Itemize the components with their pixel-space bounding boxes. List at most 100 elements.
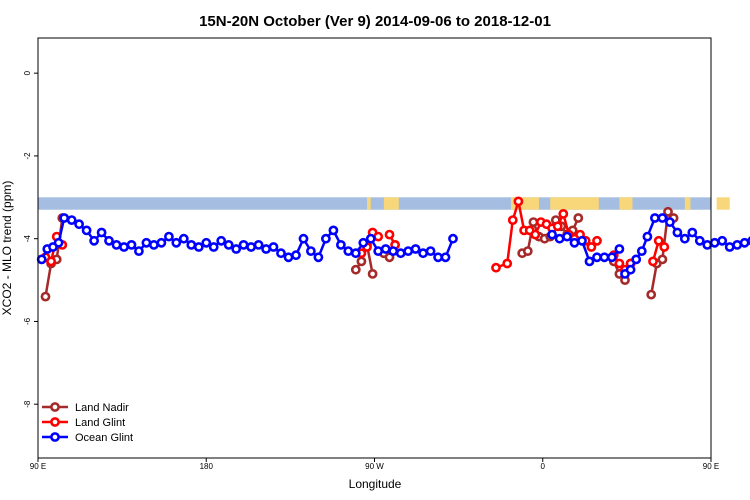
- legend-item: Land Nadir: [42, 402, 129, 414]
- data-point: [66, 215, 77, 225]
- x-tick-label: 180: [200, 462, 214, 471]
- y-tick-label: -2: [23, 152, 32, 160]
- data-point: [253, 239, 264, 250]
- map-strip-land: [367, 197, 371, 210]
- data-point: [554, 233, 565, 244]
- data-point: [313, 252, 324, 263]
- legend-item: Ocean Glint: [42, 432, 133, 444]
- data-point: [74, 219, 84, 230]
- data-point: [246, 242, 256, 252]
- data-point: [448, 233, 458, 244]
- data-point: [665, 217, 675, 227]
- data-point: [502, 258, 513, 269]
- data-point: [163, 231, 174, 242]
- data-point: [59, 213, 70, 223]
- data-point: [657, 213, 668, 223]
- data-point: [659, 242, 670, 252]
- data-point: [276, 248, 286, 259]
- data-point: [81, 225, 92, 236]
- x-tick-label: 0: [541, 462, 546, 471]
- data-point: [672, 227, 683, 238]
- data-point: [186, 239, 197, 250]
- series-layer: [36, 196, 750, 302]
- data-point: [507, 215, 518, 225]
- data-point: [648, 256, 658, 267]
- data-point: [320, 233, 331, 244]
- data-point: [418, 248, 428, 259]
- legend: Land Nadir Land Glint Ocean Glint: [42, 402, 133, 444]
- data-point: [694, 235, 705, 246]
- y-axis: 0 -2 -4 -6 -8: [23, 70, 38, 408]
- data-point: [46, 256, 56, 267]
- x-tick-label: 90 E: [703, 462, 719, 471]
- data-point: [687, 227, 698, 238]
- data-point: [171, 237, 182, 248]
- data-point: [133, 246, 144, 256]
- data-point: [522, 246, 533, 256]
- data-point: [40, 291, 51, 302]
- legend-label: Ocean Glint: [75, 432, 133, 444]
- data-point: [178, 233, 189, 244]
- data-point: [365, 233, 376, 244]
- data-point: [335, 239, 346, 250]
- data-point: [663, 206, 673, 217]
- series-ocean-glint: [36, 213, 750, 279]
- data-point: [291, 250, 301, 261]
- data-point: [657, 254, 668, 265]
- data-point: [599, 252, 610, 263]
- x-tick-label: 90 W: [365, 462, 384, 471]
- data-point: [569, 237, 580, 248]
- data-point: [96, 227, 107, 238]
- legend-label: Land Nadir: [75, 402, 129, 414]
- data-point: [631, 254, 642, 265]
- map-strip: [38, 197, 730, 210]
- data-point: [530, 229, 541, 240]
- data-point: [343, 246, 354, 256]
- data-point: [388, 246, 399, 256]
- data-point: [156, 237, 167, 248]
- legend-swatch-marker: [50, 432, 60, 442]
- data-point: [126, 239, 137, 250]
- legend-swatch-marker: [50, 417, 60, 427]
- x-axis: 90 E 180 90 W 0 90 E: [30, 458, 719, 471]
- data-point: [350, 248, 361, 259]
- data-point: [679, 233, 690, 244]
- map-strip-land: [619, 197, 633, 210]
- data-point: [111, 239, 122, 250]
- data-point: [395, 248, 406, 259]
- x-tick-label: 90 E: [30, 462, 46, 471]
- data-point: [513, 196, 524, 207]
- data-point: [642, 231, 653, 242]
- data-point: [586, 242, 597, 252]
- data-point: [201, 237, 212, 248]
- data-point: [119, 242, 129, 252]
- data-point: [547, 229, 557, 240]
- data-point: [384, 229, 395, 240]
- data-point: [614, 244, 625, 254]
- map-strip-land: [716, 197, 730, 210]
- data-point: [148, 239, 159, 250]
- data-point: [614, 258, 625, 269]
- map-strip-land: [550, 197, 599, 210]
- data-point: [356, 256, 367, 267]
- map-strip-land: [684, 197, 691, 210]
- data-point: [646, 289, 657, 300]
- data-point: [491, 262, 501, 273]
- legend-swatch-marker: [50, 402, 60, 412]
- data-point: [283, 252, 294, 263]
- data-point: [141, 237, 152, 248]
- data-point: [208, 242, 219, 252]
- data-point: [562, 231, 572, 242]
- data-point: [653, 235, 664, 246]
- y-tick-label: -6: [23, 317, 32, 325]
- legend-label: Land Glint: [75, 417, 125, 429]
- data-point: [216, 235, 227, 246]
- data-point: [440, 252, 451, 263]
- data-point: [625, 264, 636, 275]
- data-point: [367, 268, 378, 279]
- data-point: [584, 256, 595, 267]
- data-point: [577, 235, 587, 246]
- data-point: [573, 213, 584, 223]
- data-point: [89, 235, 99, 246]
